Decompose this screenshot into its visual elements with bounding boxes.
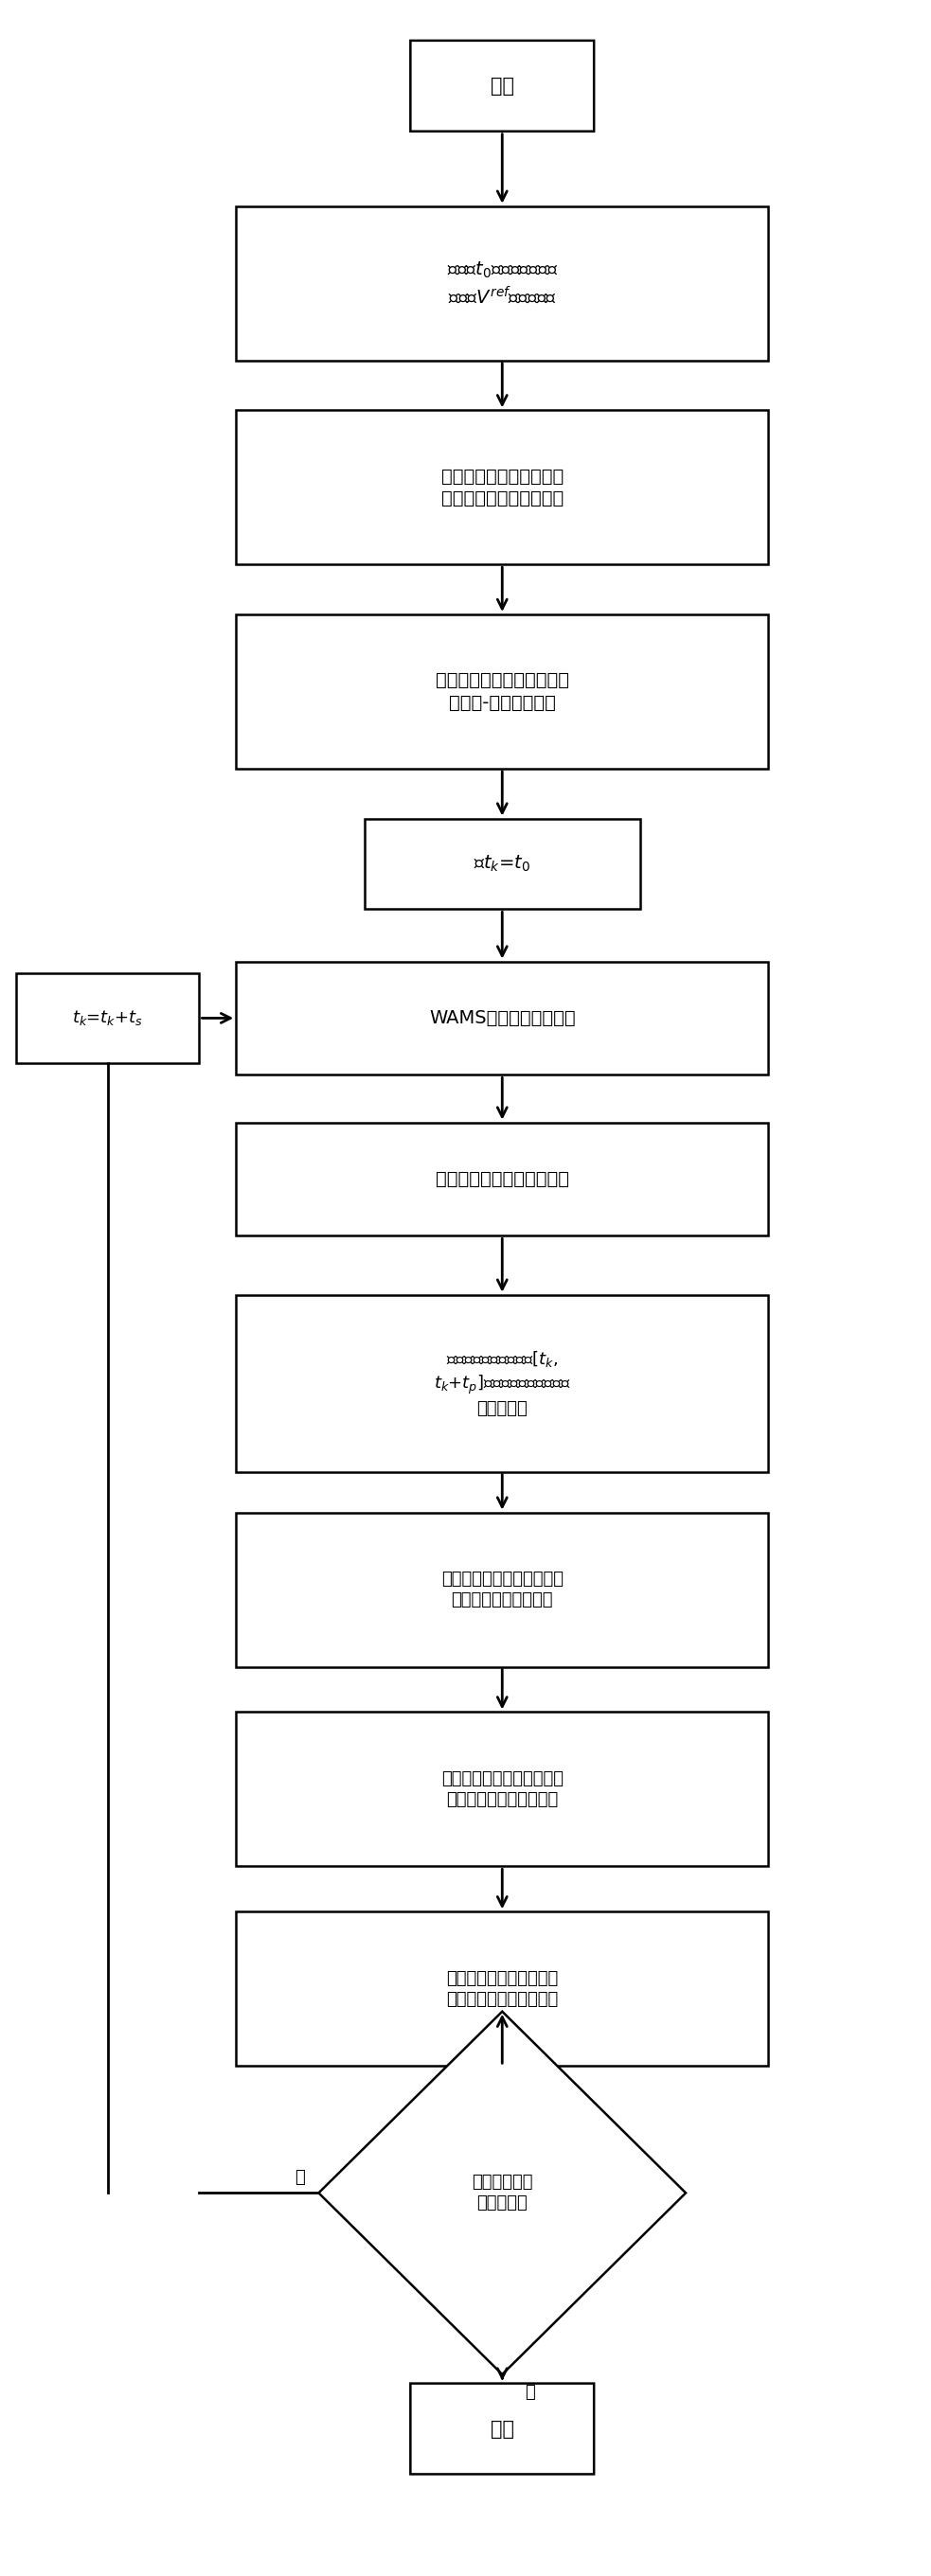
Bar xyxy=(236,1296,768,1471)
Bar xyxy=(236,1713,768,1868)
Text: 分层接入的直流线路切换为
定电流-定熄弧角控制: 分层接入的直流线路切换为 定电流-定熄弧角控制 xyxy=(436,672,569,711)
Bar xyxy=(365,819,640,909)
Text: 求解模型预测控制二次规划
模型，获得最优控制序列: 求解模型预测控制二次规划 模型，获得最优控制序列 xyxy=(441,1770,563,1808)
Bar xyxy=(236,1911,768,2066)
Text: 结束: 结束 xyxy=(491,2419,514,2439)
Bar xyxy=(16,974,199,1064)
Text: 时域仿真计算预测时域[$t_k$,
$t_k$+$t_p$]内直流分层接入系统电
压输出轨迹: 时域仿真计算预测时域[$t_k$, $t_k$+$t_p$]内直流分层接入系统电… xyxy=(434,1350,571,1417)
Text: 节点电压是否
满足要求？: 节点电压是否 满足要求？ xyxy=(472,2174,533,2213)
Bar xyxy=(236,1123,768,1236)
Bar xyxy=(236,206,768,361)
Text: 是: 是 xyxy=(525,2383,535,2401)
Text: 在直流分层接入系统中施
加控制序列第一组控制量: 在直流分层接入系统中施 加控制序列第一组控制量 xyxy=(446,1971,559,2007)
Text: 直流分层接入系统初值计算: 直流分层接入系统初值计算 xyxy=(436,1170,569,1188)
Text: 令$t_k$=$t_0$: 令$t_k$=$t_0$ xyxy=(474,853,531,873)
Text: 开始: 开始 xyxy=(491,77,514,95)
FancyBboxPatch shape xyxy=(411,41,594,131)
FancyBboxPatch shape xyxy=(411,2383,594,2473)
Text: 故障后$t_0$时刻电压仍低于
设定值$V^{ref}$且持续跌落: 故障后$t_0$时刻电压仍低于 设定值$V^{ref}$且持续跌落 xyxy=(447,260,558,307)
Text: 计算预测时域内直流分层接
入系统电压轨迹灵敏度: 计算预测时域内直流分层接 入系统电压轨迹灵敏度 xyxy=(441,1571,563,1607)
Bar xyxy=(236,961,768,1074)
Text: 否: 否 xyxy=(295,2169,304,2187)
Polygon shape xyxy=(318,2012,686,2375)
Bar xyxy=(236,410,768,564)
Bar xyxy=(236,1512,768,1667)
Bar xyxy=(236,616,768,768)
Text: 长期电压失稳，直流分层
接入下协调电压控制启动: 长期电压失稳，直流分层 接入下协调电压控制启动 xyxy=(441,466,563,507)
Text: $t_k$=$t_k$+$t_s$: $t_k$=$t_k$+$t_s$ xyxy=(72,1010,143,1028)
Text: WAMS获得实时量测数据: WAMS获得实时量测数据 xyxy=(429,1010,575,1028)
